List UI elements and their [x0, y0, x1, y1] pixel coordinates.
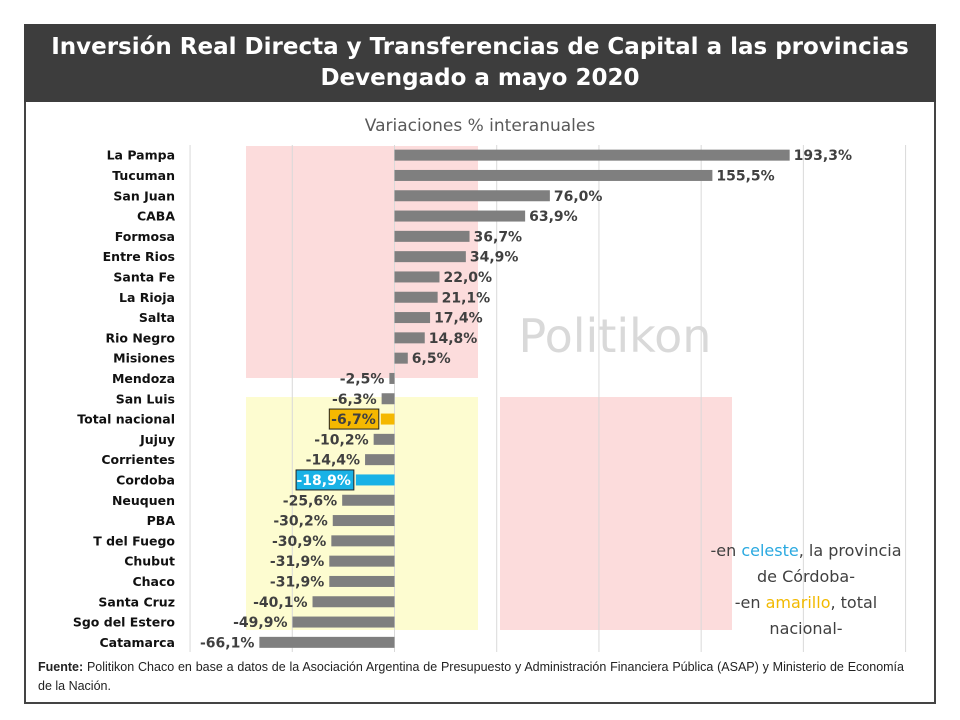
data-label: -31,9% — [270, 574, 324, 590]
category-label: San Luis — [116, 391, 175, 406]
data-label: -2,5% — [340, 371, 385, 387]
category-label: T del Fuego — [93, 533, 175, 548]
data-label: -6,7% — [331, 412, 376, 428]
bars-group: La Pampa 193,3% Tucuman 155,5% San Juan 76,0%… — [73, 148, 852, 652]
category-label: Formosa — [115, 229, 175, 244]
data-label: 17,4% — [434, 311, 483, 327]
bar — [329, 555, 395, 567]
category-label: Santa Cruz — [98, 594, 175, 609]
category-label: Mendoza — [112, 371, 175, 386]
data-label: 63,9% — [529, 209, 578, 225]
data-label: 155,5% — [716, 168, 774, 184]
category-label: CABA — [137, 209, 175, 224]
bar — [394, 251, 466, 263]
chart-title: Variaciones % interanuales — [364, 116, 596, 136]
bar — [332, 515, 395, 527]
category-label: San Juan — [113, 188, 175, 203]
data-label: 21,1% — [442, 290, 491, 306]
bar — [259, 636, 395, 648]
category-label: Chubut — [124, 554, 175, 569]
bar — [394, 230, 470, 242]
source-label: Fuente: — [38, 660, 84, 674]
bar — [312, 596, 395, 608]
data-label: 76,0% — [554, 189, 603, 205]
data-label: 193,3% — [794, 148, 852, 164]
data-label: -14,4% — [306, 453, 360, 469]
category-label: Catamarca — [100, 635, 176, 650]
chart-frame — [24, 24, 936, 704]
bar — [394, 210, 526, 222]
category-label: Entre Rios — [103, 249, 175, 264]
highlight-label-box — [328, 408, 380, 430]
source-text: Politikon Chaco en base a datos de la As… — [38, 660, 904, 693]
data-label: -66,1% — [200, 635, 254, 651]
note-text: nacional- — [769, 619, 843, 638]
bar — [394, 271, 440, 283]
bar — [380, 413, 395, 425]
page-subtitle: Devengado a mayo 2020 — [320, 65, 640, 91]
bar — [355, 474, 395, 486]
bar — [381, 393, 395, 405]
bar — [394, 352, 408, 364]
page-title: Inversión Real Directa y Transferencias … — [51, 34, 909, 60]
bar — [331, 535, 395, 547]
note-text: -en — [734, 593, 766, 612]
data-label: -30,9% — [272, 534, 326, 550]
category-label: Sgo del Estero — [73, 615, 176, 630]
bar — [373, 433, 395, 445]
data-label: -10,2% — [314, 432, 368, 448]
note-text: , total — [830, 593, 878, 612]
note-text: -en — [710, 541, 742, 560]
bar — [292, 616, 395, 628]
bar — [394, 312, 431, 324]
bar — [394, 149, 790, 161]
data-label: 22,0% — [443, 270, 492, 286]
data-label: -25,6% — [283, 493, 337, 509]
highlight-box-yellow — [246, 397, 478, 630]
data-label: -18,9% — [296, 473, 350, 489]
data-label: -31,9% — [270, 554, 324, 570]
data-label: 14,8% — [429, 331, 478, 347]
data-label: -40,1% — [253, 595, 307, 611]
bar — [365, 454, 395, 466]
note-amarillo: amarillo — [765, 593, 831, 612]
note-text: , la provincia — [798, 541, 902, 560]
category-label: La Rioja — [119, 290, 175, 305]
watermark: Politikon — [519, 309, 712, 363]
category-label: PBA — [147, 513, 176, 528]
category-label: Total nacional — [77, 412, 175, 427]
category-label: Rio Negro — [106, 330, 176, 345]
bar — [394, 190, 550, 202]
bar — [389, 372, 395, 384]
category-label: Misiones — [113, 351, 175, 366]
category-label: Cordoba — [116, 472, 175, 487]
category-label: Jujuy — [139, 432, 175, 447]
category-label: Chaco — [132, 574, 175, 589]
category-label: La Pampa — [107, 148, 175, 163]
data-label: 6,5% — [412, 351, 451, 367]
bar — [342, 494, 395, 506]
highlight-box-red-bottom — [500, 397, 732, 630]
category-label: Santa Fe — [113, 269, 175, 284]
data-label: -30,2% — [273, 514, 327, 530]
category-label: Tucuman — [112, 168, 175, 183]
category-label: Salta — [139, 310, 175, 325]
highlight-label-box — [295, 469, 355, 491]
category-label: Neuquen — [112, 493, 175, 508]
note-text: de Córdoba- — [756, 567, 856, 586]
bar — [394, 332, 425, 344]
legend-note: -en celeste, la provincia de Córdoba- -e… — [680, 538, 932, 642]
bar — [329, 575, 395, 587]
bar — [394, 169, 713, 181]
data-label: -6,3% — [332, 392, 377, 408]
source-note: Fuente: Politikon Chaco en base a datos … — [38, 658, 904, 696]
data-label: -49,9% — [233, 615, 287, 631]
note-celeste: celeste — [741, 541, 799, 560]
category-label: Corrientes — [101, 452, 175, 467]
bar — [394, 291, 438, 303]
data-label: 34,9% — [470, 250, 519, 266]
data-label: 36,7% — [474, 229, 523, 245]
header-banner: Inversión Real Directa y Transferencias … — [24, 24, 936, 102]
